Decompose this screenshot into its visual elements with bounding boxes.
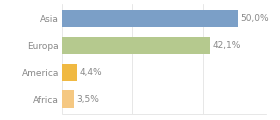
Bar xyxy=(62,90,74,108)
Bar xyxy=(62,10,238,27)
Text: 50,0%: 50,0% xyxy=(241,14,269,23)
Bar xyxy=(62,63,77,81)
Text: 42,1%: 42,1% xyxy=(213,41,241,50)
Text: 4,4%: 4,4% xyxy=(80,68,102,77)
Bar xyxy=(62,37,210,54)
Text: 3,5%: 3,5% xyxy=(77,95,100,104)
